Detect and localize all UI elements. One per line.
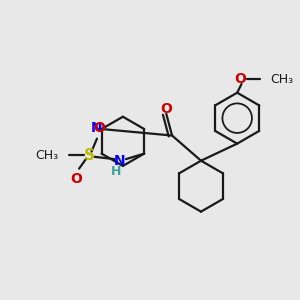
Text: H: H bbox=[111, 165, 121, 178]
Text: N: N bbox=[91, 121, 102, 135]
Text: O: O bbox=[160, 102, 172, 116]
Text: O: O bbox=[235, 72, 247, 86]
Text: O: O bbox=[93, 121, 105, 135]
Text: CH₃: CH₃ bbox=[36, 148, 59, 162]
Text: CH₃: CH₃ bbox=[271, 73, 294, 85]
Text: S: S bbox=[84, 148, 95, 163]
Text: N: N bbox=[114, 154, 125, 168]
Text: O: O bbox=[70, 172, 82, 186]
